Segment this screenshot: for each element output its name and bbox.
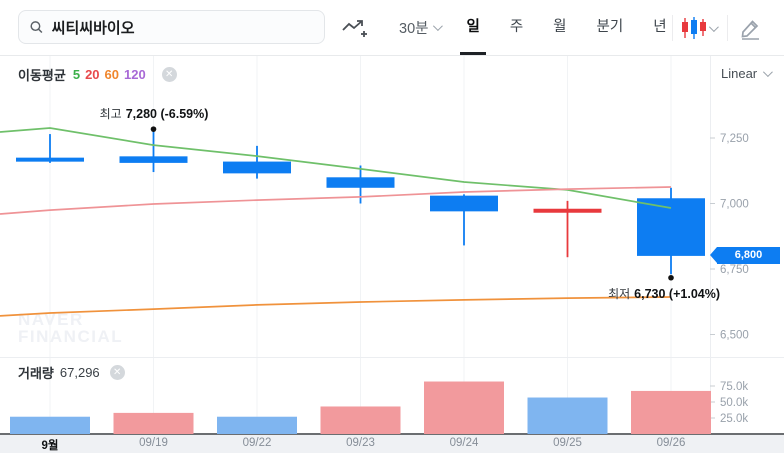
- candle-body: [223, 161, 291, 174]
- x-axis-label: 09/26: [656, 437, 686, 449]
- candlestick-style-icon[interactable]: [679, 16, 709, 40]
- price-tick-label: 6,750: [720, 264, 749, 276]
- volume-legend-value: 67,296: [59, 365, 100, 380]
- high-annotation: 최고 7,280 (-6.59%): [84, 105, 224, 122]
- search-icon: [30, 21, 43, 34]
- high-label: 최고: [99, 107, 122, 121]
- volume-bar: [631, 390, 711, 434]
- toolbar: 30분 일 주 월 분기 년: [0, 0, 784, 56]
- x-axis-label: 09/22: [242, 437, 272, 449]
- x-axis-label: 09/24: [449, 437, 479, 449]
- pencil-icon[interactable]: [736, 16, 764, 41]
- moving-average-legend: 이동평균 5 20 60 120 ✕: [18, 65, 177, 84]
- interval-dropdown[interactable]: 30분: [399, 17, 444, 38]
- current-price-tag: 6,800: [710, 247, 780, 264]
- volume-bar: [424, 381, 504, 434]
- volume-bar: [10, 416, 90, 434]
- tab-월[interactable]: 월: [553, 19, 567, 35]
- ma-period-120: 120: [124, 67, 146, 82]
- high-marker-dot: [150, 126, 157, 132]
- tab-주[interactable]: 주: [509, 19, 524, 35]
- ma-line-MA60: [0, 296, 672, 317]
- candle-body: [119, 156, 188, 163]
- chevron-down-icon[interactable]: [708, 22, 719, 33]
- stock-search-box[interactable]: [18, 10, 325, 44]
- low-label: 최저: [608, 287, 631, 301]
- ma-period-5: 5: [72, 67, 81, 82]
- chevron-down-icon: [433, 21, 444, 32]
- period-tabs: 30분 일 주 월 분기 년: [388, 0, 682, 55]
- divider: [672, 15, 673, 41]
- candle-body: [533, 208, 602, 213]
- volume-bar: [113, 412, 194, 434]
- tab-일[interactable]: 일: [460, 0, 487, 55]
- low-value: 6,730 (+1.04%): [634, 287, 720, 301]
- price-tick-label: 7,250: [720, 133, 749, 145]
- scale-selector[interactable]: Linear: [721, 66, 774, 81]
- search-input[interactable]: [51, 18, 314, 36]
- x-axis-strip: 9월 09/19 09/22 09/23 09/24 09/25 09/26: [0, 435, 784, 453]
- close-icon[interactable]: ✕: [109, 365, 125, 380]
- ma-legend-values: 5 20 60 120: [73, 67, 151, 82]
- x-axis-label: 09/23: [346, 437, 375, 449]
- price-tick-label: 7,000: [720, 199, 749, 211]
- x-axis-label: 9월: [41, 440, 59, 452]
- volume-bar: [320, 406, 401, 434]
- ma-period-20: 20: [85, 67, 100, 82]
- candle-body: [326, 177, 395, 188]
- close-icon[interactable]: ✕: [161, 67, 177, 82]
- volume-legend-title: 거래량: [18, 366, 54, 381]
- ma-line-MA5: [0, 127, 672, 209]
- low-marker-dot: [668, 274, 674, 281]
- price-tick-label: 6,500: [720, 330, 749, 342]
- ma-legend-title: 이동평균: [18, 68, 66, 83]
- divider: [727, 15, 728, 41]
- scale-selector-label: Linear: [721, 66, 758, 81]
- tab-년[interactable]: 년: [653, 19, 667, 35]
- candle-body: [430, 195, 498, 212]
- volume-tick-label: 75.0k: [720, 381, 748, 393]
- volume-legend: 거래량 67,296 ✕: [18, 363, 125, 382]
- x-axis-label: 09/19: [139, 437, 168, 449]
- high-value: 7,280 (-6.59%): [125, 107, 209, 121]
- volume-tick-label: 50.0k: [720, 397, 748, 409]
- candle-body: [637, 198, 705, 256]
- ma-period-60: 60: [104, 67, 120, 82]
- x-axis-label: 09/25: [553, 437, 582, 449]
- volume-tick-label: 25.0k: [720, 413, 748, 425]
- tab-분기[interactable]: 분기: [596, 19, 624, 35]
- low-annotation: 최저 6,730 (+1.04%): [588, 285, 720, 302]
- volume-bar: [527, 397, 608, 434]
- candle-body: [16, 157, 84, 162]
- volume-bar: [217, 416, 297, 434]
- line-chart-add-icon[interactable]: [340, 16, 368, 40]
- ma-line-MA20: [0, 186, 672, 215]
